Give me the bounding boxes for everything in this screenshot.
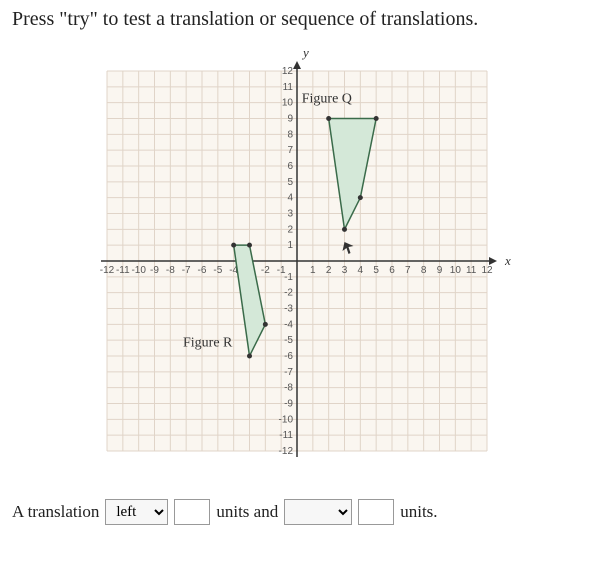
svg-text:-5: -5 (284, 335, 293, 346)
svg-text:3: 3 (342, 265, 348, 276)
translation-controls: A translation leftright units and updown… (12, 499, 582, 525)
svg-text:12: 12 (282, 66, 294, 77)
svg-text:10: 10 (450, 265, 462, 276)
svg-text:6: 6 (389, 265, 395, 276)
svg-text:7: 7 (405, 265, 411, 276)
svg-text:9: 9 (287, 114, 293, 125)
svg-text:-6: -6 (198, 265, 207, 276)
svg-text:-8: -8 (284, 383, 293, 394)
svg-text:11: 11 (283, 82, 294, 93)
translation-prefix: A translation (12, 502, 99, 522)
svg-text:y: y (301, 45, 309, 60)
svg-text:4: 4 (358, 265, 364, 276)
svg-text:6: 6 (287, 161, 293, 172)
units-1-input[interactable] (174, 499, 210, 525)
svg-text:1: 1 (287, 240, 293, 251)
svg-text:Figure R: Figure R (183, 336, 233, 351)
svg-text:-7: -7 (182, 265, 191, 276)
svg-text:-10: -10 (279, 414, 294, 425)
units-and-text: units and (216, 502, 278, 522)
svg-text:-2: -2 (261, 265, 270, 276)
svg-text:12: 12 (481, 265, 493, 276)
svg-text:5: 5 (287, 177, 293, 188)
svg-text:Figure Q: Figure Q (302, 92, 352, 107)
svg-text:7: 7 (287, 145, 293, 156)
svg-text:-8: -8 (166, 265, 175, 276)
svg-text:-1: -1 (284, 272, 293, 283)
svg-text:x: x (504, 253, 511, 268)
svg-text:11: 11 (466, 265, 477, 276)
svg-text:-6: -6 (284, 351, 293, 362)
instruction-text: Press "try" to test a translation or seq… (12, 8, 582, 31)
coordinate-grid: -12-11-10-9-8-7-6-5-4-3-2-11234567891011… (77, 41, 517, 481)
svg-text:-12: -12 (279, 446, 294, 457)
direction-1-select[interactable]: leftright (105, 499, 168, 525)
direction-2-select[interactable]: updown (284, 499, 352, 525)
svg-text:9: 9 (437, 265, 443, 276)
svg-text:2: 2 (326, 265, 332, 276)
svg-text:4: 4 (287, 193, 293, 204)
svg-text:-9: -9 (150, 265, 159, 276)
svg-text:8: 8 (421, 265, 427, 276)
svg-text:2: 2 (287, 224, 293, 235)
svg-text:3: 3 (287, 209, 293, 220)
svg-text:-11: -11 (116, 265, 130, 276)
units-suffix-text: units. (400, 502, 437, 522)
svg-text:8: 8 (287, 129, 293, 140)
svg-text:-10: -10 (131, 265, 146, 276)
svg-text:-5: -5 (213, 265, 222, 276)
units-2-input[interactable] (358, 499, 394, 525)
svg-text:1: 1 (310, 265, 316, 276)
svg-text:-7: -7 (284, 367, 293, 378)
svg-text:-3: -3 (284, 304, 293, 315)
svg-text:-2: -2 (284, 288, 293, 299)
svg-text:-4: -4 (284, 319, 293, 330)
svg-text:-9: -9 (284, 399, 293, 410)
svg-text:-11: -11 (279, 430, 293, 441)
svg-text:5: 5 (373, 265, 379, 276)
svg-text:-12: -12 (100, 265, 115, 276)
svg-text:10: 10 (282, 98, 294, 109)
